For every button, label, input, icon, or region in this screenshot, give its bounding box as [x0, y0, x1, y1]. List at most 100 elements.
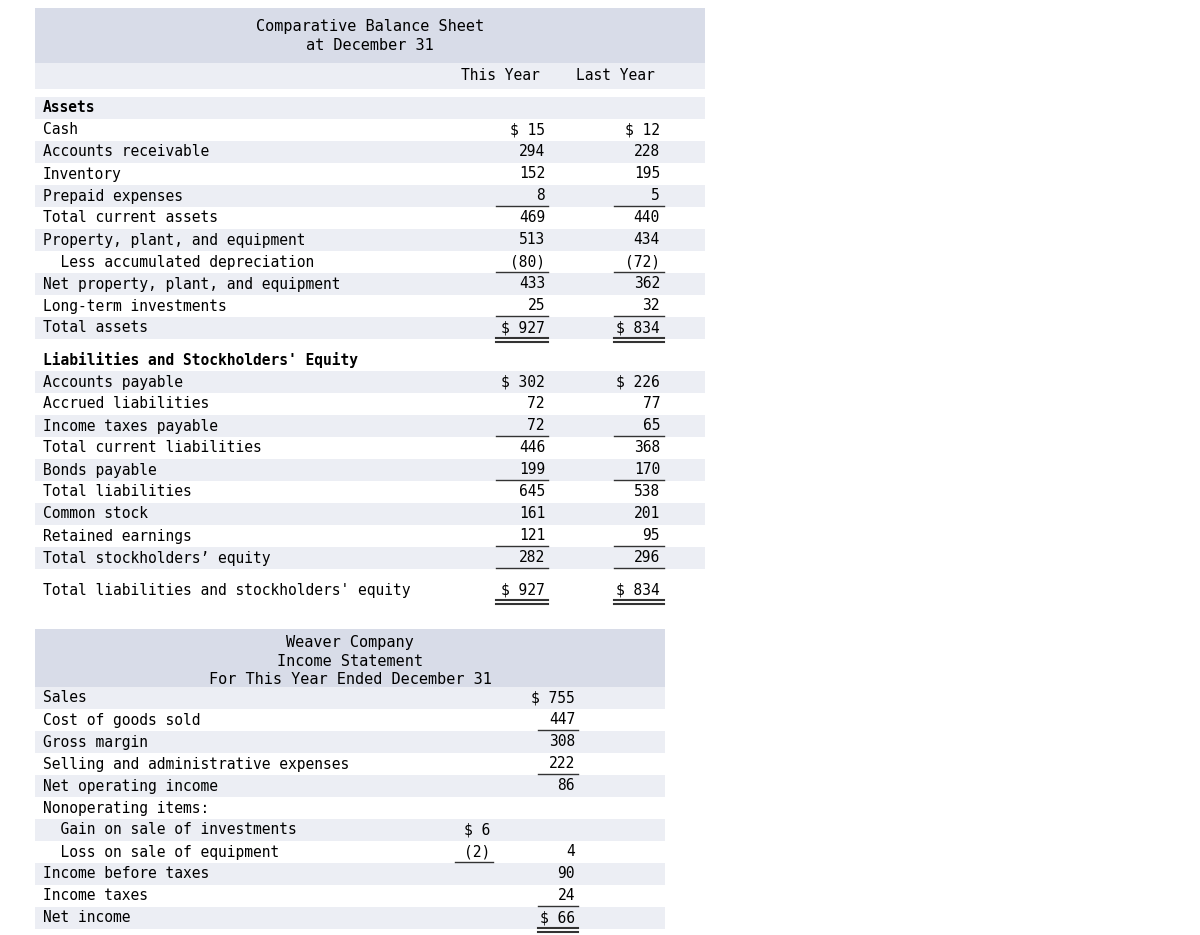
Bar [35, 459, 706, 481]
Bar [35, 8, 706, 63]
Text: 282: 282 [518, 551, 545, 566]
Bar [35, 349, 706, 371]
Text: Comparative Balance Sheet: Comparative Balance Sheet [256, 19, 484, 34]
Text: Net income: Net income [43, 911, 131, 926]
Text: Accounts payable: Accounts payable [43, 375, 182, 390]
Text: Total stockholders’ equity: Total stockholders’ equity [43, 551, 270, 566]
Bar [35, 525, 706, 547]
Text: 152: 152 [518, 166, 545, 181]
Bar [35, 731, 665, 753]
Text: Inventory: Inventory [43, 166, 121, 181]
Text: 228: 228 [634, 145, 660, 160]
Bar [35, 97, 706, 119]
Text: $ 6: $ 6 [463, 823, 490, 838]
Bar [35, 819, 665, 841]
Bar [35, 687, 665, 709]
Text: Gain on sale of investments: Gain on sale of investments [43, 823, 296, 838]
Text: For This Year Ended December 31: For This Year Ended December 31 [209, 671, 492, 686]
Bar [35, 547, 706, 569]
Text: $ 302: $ 302 [502, 375, 545, 390]
Text: 5: 5 [652, 189, 660, 204]
Text: Common stock: Common stock [43, 507, 148, 522]
Text: 199: 199 [518, 463, 545, 478]
Bar [35, 339, 706, 349]
Text: Cash: Cash [43, 122, 78, 137]
Text: 362: 362 [634, 277, 660, 292]
Bar [35, 503, 706, 525]
Text: $ 66: $ 66 [540, 911, 575, 926]
Bar [35, 251, 706, 273]
Text: (72): (72) [625, 254, 660, 269]
Text: 308: 308 [548, 735, 575, 750]
Text: Income before taxes: Income before taxes [43, 867, 209, 882]
Text: $ 927: $ 927 [502, 583, 545, 597]
Bar [35, 415, 706, 437]
Text: Loss on sale of equipment: Loss on sale of equipment [43, 844, 280, 859]
Bar [35, 63, 706, 89]
Text: Selling and administrative expenses: Selling and administrative expenses [43, 756, 349, 771]
Text: 296: 296 [634, 551, 660, 566]
Text: 90: 90 [558, 867, 575, 882]
Text: Total liabilities and stockholders' equity: Total liabilities and stockholders' equi… [43, 583, 410, 597]
Text: $ 834: $ 834 [617, 321, 660, 336]
Bar [35, 437, 706, 459]
Text: Last Year: Last Year [576, 68, 655, 83]
Bar [35, 579, 706, 601]
Text: This Year: This Year [461, 68, 540, 83]
Bar [35, 863, 665, 885]
Text: 645: 645 [518, 484, 545, 499]
Text: Accounts receivable: Accounts receivable [43, 145, 209, 160]
Bar [35, 163, 706, 185]
Text: 513: 513 [518, 233, 545, 248]
Text: 161: 161 [518, 507, 545, 522]
Text: Net property, plant, and equipment: Net property, plant, and equipment [43, 277, 341, 292]
Bar [35, 141, 706, 163]
Bar [35, 185, 706, 207]
Text: 434: 434 [634, 233, 660, 248]
Text: Accrued liabilities: Accrued liabilities [43, 396, 209, 411]
Text: 121: 121 [518, 528, 545, 543]
Text: at December 31: at December 31 [306, 38, 434, 53]
Text: 538: 538 [634, 484, 660, 499]
Text: 8: 8 [536, 189, 545, 204]
Text: $ 755: $ 755 [532, 691, 575, 706]
Text: $ 12: $ 12 [625, 122, 660, 137]
Bar [35, 295, 706, 317]
Text: Income taxes payable: Income taxes payable [43, 419, 218, 434]
Text: (2): (2) [463, 844, 490, 859]
Bar [35, 393, 706, 415]
Bar [35, 907, 665, 929]
Bar [35, 629, 665, 687]
Text: 170: 170 [634, 463, 660, 478]
Text: 433: 433 [518, 277, 545, 292]
Text: 294: 294 [518, 145, 545, 160]
Text: $ 15: $ 15 [510, 122, 545, 137]
Text: 72: 72 [528, 419, 545, 434]
Text: Prepaid expenses: Prepaid expenses [43, 189, 182, 204]
Bar [35, 273, 706, 295]
Bar [35, 229, 706, 251]
Bar [35, 119, 706, 141]
Text: Nonoperating items:: Nonoperating items: [43, 800, 209, 815]
Bar [35, 207, 706, 229]
Bar [35, 797, 665, 819]
Text: 440: 440 [634, 210, 660, 225]
Text: Sales: Sales [43, 691, 86, 706]
Text: Assets: Assets [43, 100, 96, 116]
Text: 447: 447 [548, 712, 575, 727]
Bar [35, 775, 665, 797]
Text: Gross margin: Gross margin [43, 735, 148, 750]
Text: 25: 25 [528, 298, 545, 313]
Text: Liabilities and Stockholders' Equity: Liabilities and Stockholders' Equity [43, 352, 358, 368]
Text: Total current assets: Total current assets [43, 210, 218, 225]
Text: Less accumulated depreciation: Less accumulated depreciation [43, 254, 314, 269]
Text: 446: 446 [518, 440, 545, 455]
Bar [35, 481, 706, 503]
Text: Total liabilities: Total liabilities [43, 484, 192, 499]
Text: 32: 32 [642, 298, 660, 313]
Text: 72: 72 [528, 396, 545, 411]
Bar [35, 371, 706, 393]
Text: Retained earnings: Retained earnings [43, 528, 192, 543]
Text: Property, plant, and equipment: Property, plant, and equipment [43, 233, 306, 248]
Text: Weaver Company: Weaver Company [286, 636, 414, 651]
